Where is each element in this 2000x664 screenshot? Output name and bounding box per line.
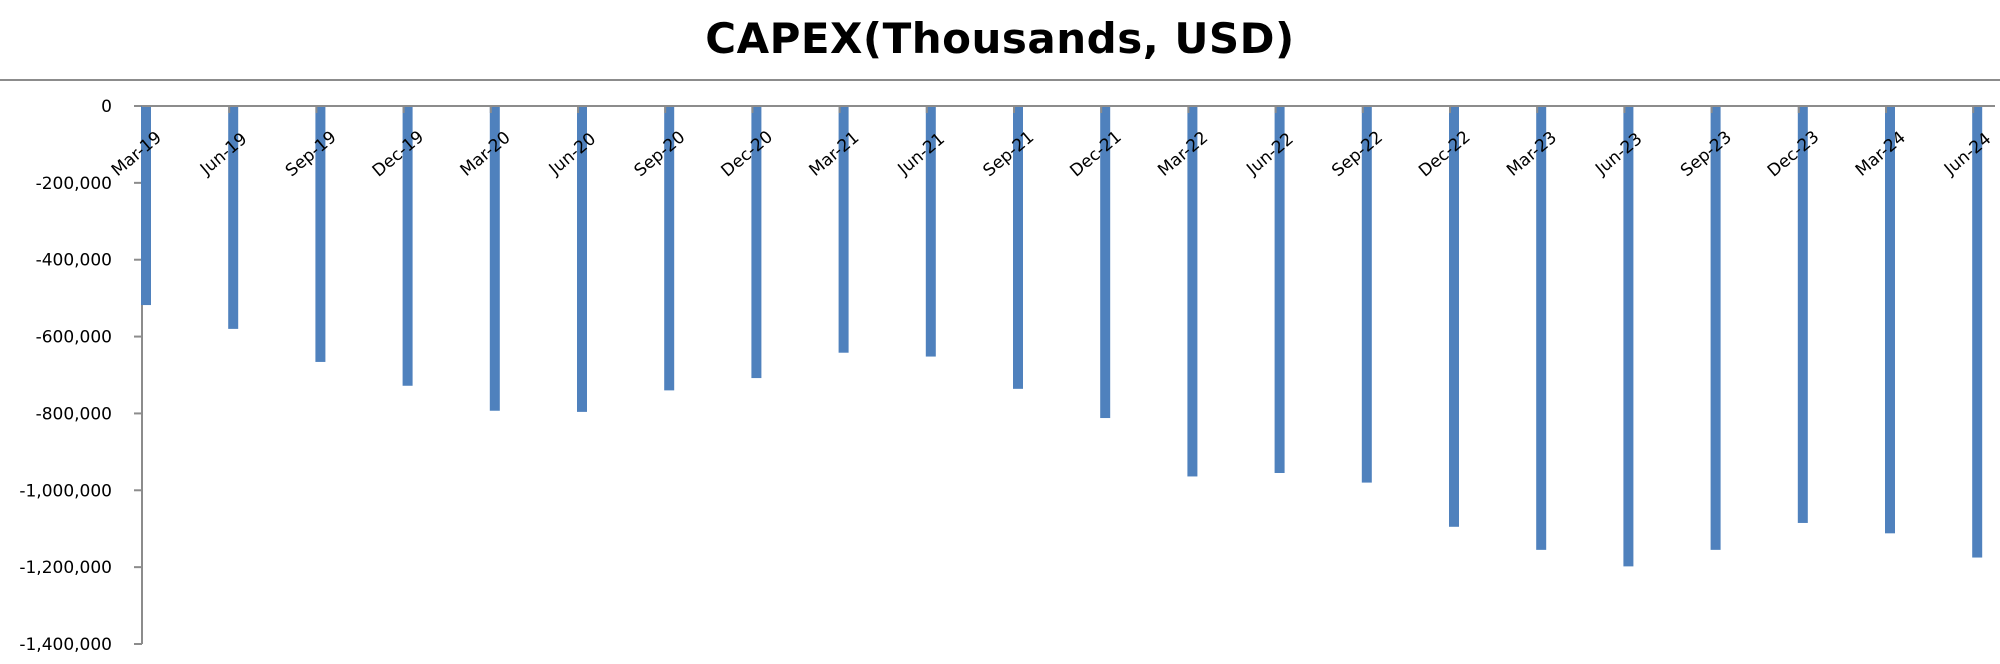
bar-sep-21 (1013, 106, 1023, 389)
bar-jun-24 (1972, 106, 1983, 558)
x-tick-label: Mar-19 (108, 128, 166, 181)
bar-mar-21 (838, 106, 849, 353)
x-tick-label: Jun-21 (894, 129, 949, 180)
x-tick-label: Jun-22 (1242, 129, 1297, 180)
bar-sep-20 (664, 106, 675, 391)
bars (141, 106, 1983, 567)
y-tick-label: -200,000 (36, 174, 112, 194)
x-tick-label: Mar-21 (805, 128, 863, 181)
bar-sep-19 (315, 106, 326, 362)
x-tick-label: Jun-23 (1591, 129, 1646, 180)
bar-dec-20 (751, 106, 762, 379)
y-tick-label: -1,200,000 (19, 558, 112, 578)
title-divider (0, 79, 2000, 81)
bar-mar-22 (1187, 106, 1198, 477)
y-tick-label: -1,000,000 (19, 481, 112, 501)
x-tick-label: Mar-20 (457, 128, 515, 181)
x-tick-label: Dec-23 (1764, 127, 1823, 181)
x-tick-label: Dec-21 (1066, 127, 1125, 181)
bar-jun-23 (1623, 106, 1634, 567)
bar-sep-23 (1710, 106, 1721, 550)
x-tick-label: Mar-22 (1154, 128, 1212, 181)
y-tick-label: -600,000 (36, 328, 112, 348)
bar-dec-23 (1797, 106, 1808, 523)
bar-jun-19 (228, 106, 239, 329)
y-tick-label: -1,400,000 (19, 635, 112, 655)
bar-mar-24 (1885, 106, 1895, 534)
y-tick-label: -800,000 (36, 404, 112, 424)
bar-mar-19 (141, 106, 151, 306)
x-tick-label: Sep-20 (631, 127, 690, 181)
bar-jun-20 (577, 106, 587, 412)
y-axis: 0 -200,000 -400,000 -600,000 -800,000 -1,000,… (19, 97, 143, 655)
x-tick-label: Mar-24 (1852, 128, 1910, 181)
x-tick-label: Sep-19 (282, 127, 341, 181)
y-tick-label: 0 (101, 97, 112, 117)
bar-mar-20 (489, 106, 500, 411)
chart-title: CAPEX(Thousands, USD) (705, 14, 1295, 63)
x-tick-label: Mar-23 (1503, 128, 1561, 181)
bar-dec-21 (1100, 106, 1111, 419)
y-tick-label: -400,000 (36, 251, 112, 271)
bar-dec-22 (1449, 106, 1459, 527)
bar-sep-22 (1361, 106, 1372, 483)
x-tick-label: Sep-22 (1328, 127, 1387, 181)
bar-dec-19 (402, 106, 413, 386)
x-tick-label: Dec-19 (369, 127, 428, 181)
bar-mar-23 (1536, 106, 1547, 550)
bar-jun-22 (1274, 106, 1285, 473)
x-tick-label: Dec-22 (1415, 127, 1474, 181)
x-tick-label: Jun-24 (1940, 129, 1995, 180)
x-tick-label: Sep-23 (1677, 127, 1736, 181)
x-tick-label: Jun-20 (545, 129, 600, 180)
bar-jun-21 (925, 106, 936, 357)
x-tick-label: Dec-20 (718, 127, 777, 181)
x-tick-label: Jun-19 (196, 129, 251, 180)
x-tick-label: Sep-21 (979, 127, 1038, 181)
